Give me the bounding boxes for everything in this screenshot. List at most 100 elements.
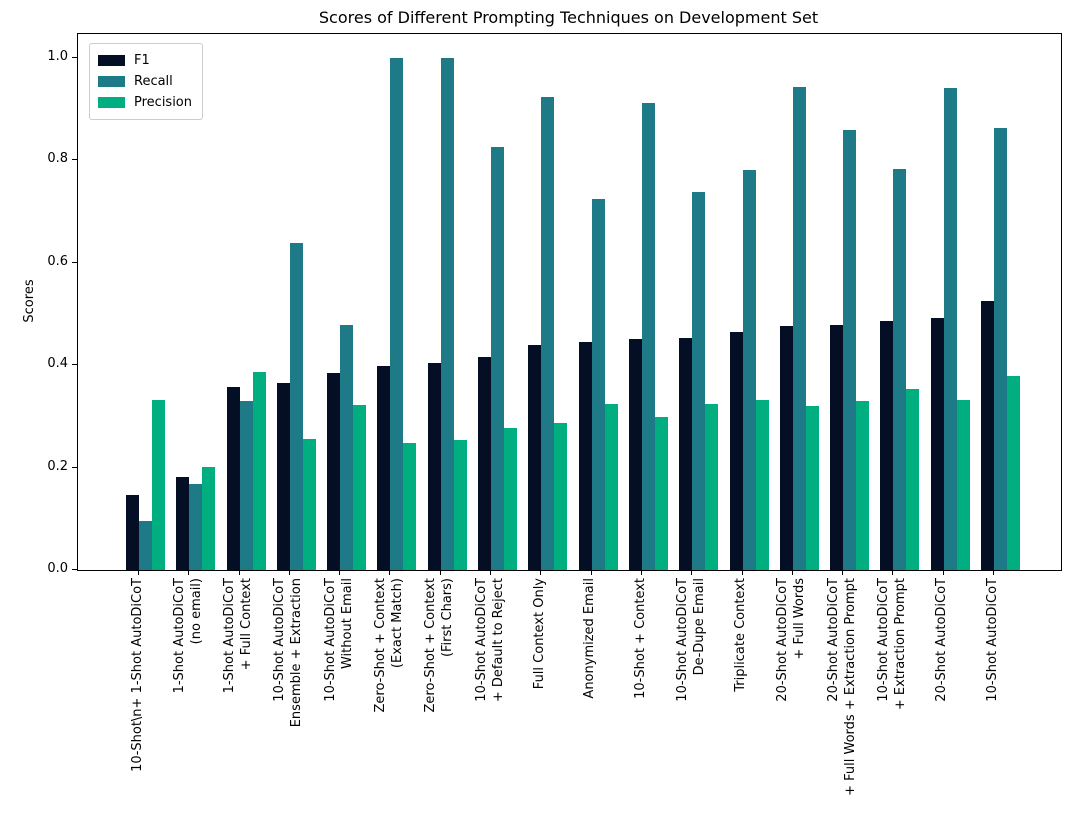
bar-precision bbox=[805, 406, 819, 570]
bar-f1 bbox=[779, 325, 793, 570]
y-tick-label: 0.0 bbox=[47, 561, 68, 576]
bar-recall bbox=[792, 87, 806, 570]
y-tick-label: 0.8 bbox=[47, 151, 68, 167]
bar-precision bbox=[202, 466, 216, 570]
x-tick-label: 10-Shot + Context bbox=[632, 578, 648, 699]
bar-precision bbox=[1006, 376, 1020, 570]
bar-f1 bbox=[528, 345, 542, 570]
x-tick-mark bbox=[439, 570, 441, 575]
bar-f1 bbox=[880, 321, 894, 570]
bar-f1 bbox=[126, 494, 139, 570]
bar-recall bbox=[541, 96, 555, 570]
bar-f1 bbox=[830, 325, 844, 570]
x-tick-mark bbox=[389, 570, 391, 575]
bar-f1 bbox=[327, 373, 341, 570]
bar-precision bbox=[654, 417, 668, 570]
precision-swatch-icon bbox=[98, 97, 125, 108]
bar-recall bbox=[641, 102, 655, 570]
bar-recall bbox=[843, 130, 857, 570]
y-tick-label: 0.2 bbox=[47, 458, 68, 474]
x-tick-label: 10-Shot\n+ 1-Shot AutoDiCoT bbox=[129, 578, 145, 772]
bar-recall bbox=[742, 169, 756, 570]
x-tick-mark bbox=[540, 570, 542, 575]
x-tick-mark bbox=[188, 570, 190, 575]
bar-f1 bbox=[478, 357, 492, 570]
x-tick-mark bbox=[741, 570, 743, 575]
bar-precision bbox=[252, 372, 266, 570]
x-tick-mark bbox=[892, 570, 894, 575]
x-tick-mark bbox=[691, 570, 693, 575]
legend-item-precision: Precision bbox=[98, 92, 192, 113]
bar-f1 bbox=[276, 383, 290, 570]
plot-area: F1 Recall Precision bbox=[77, 33, 1062, 571]
legend-label-recall: Recall bbox=[134, 73, 173, 89]
bar-recall bbox=[491, 146, 505, 570]
bar-recall bbox=[692, 191, 706, 570]
x-tick-label: Full Context Only bbox=[532, 578, 548, 690]
bar-precision bbox=[755, 399, 769, 570]
x-tick-label: Triplicate Context bbox=[733, 578, 749, 692]
x-tick-label: 1-Shot AutoDiCoT + Full Context bbox=[222, 578, 254, 694]
x-tick-label: 10-Shot AutoDiCoT De-Dupe Email bbox=[674, 578, 707, 702]
bar-precision bbox=[302, 439, 316, 570]
bar-recall bbox=[139, 521, 152, 570]
bar-f1 bbox=[226, 387, 240, 570]
x-tick-mark bbox=[339, 570, 341, 575]
f1-swatch-icon bbox=[98, 55, 125, 66]
x-tick-mark bbox=[942, 570, 944, 575]
legend-item-f1: F1 bbox=[98, 50, 192, 71]
bar-precision bbox=[504, 427, 518, 570]
bar-recall bbox=[993, 127, 1007, 570]
x-tick-label: 10-Shot AutoDiCoT Without Email bbox=[322, 578, 355, 702]
y-tick-mark bbox=[72, 569, 77, 570]
bar-f1 bbox=[980, 301, 994, 570]
bar-precision bbox=[856, 400, 870, 570]
bar-precision bbox=[152, 400, 165, 570]
legend-label-precision: Precision bbox=[134, 94, 193, 110]
x-tick-label: 1-Shot AutoDiCoT (no email) bbox=[171, 578, 204, 694]
bar-f1 bbox=[377, 366, 391, 570]
y-tick-mark bbox=[72, 57, 77, 58]
x-tick-mark bbox=[288, 570, 290, 575]
bar-recall bbox=[239, 400, 253, 570]
x-tick-label: 20-Shot AutoDiCoT bbox=[934, 578, 950, 702]
legend: F1 Recall Precision bbox=[89, 43, 204, 120]
x-tick-label: Zero-Shot + Context (Exact Match) bbox=[372, 578, 405, 713]
x-tick-label: 20-Shot AutoDiCoT + Full Words bbox=[775, 578, 807, 702]
y-tick-mark bbox=[72, 364, 77, 366]
bar-f1 bbox=[729, 331, 743, 570]
legend-item-recall: Recall bbox=[98, 71, 192, 92]
x-tick-mark bbox=[842, 570, 844, 575]
bar-recall bbox=[591, 199, 605, 570]
bar-precision bbox=[604, 404, 618, 570]
x-tick-mark bbox=[640, 570, 642, 575]
bar-precision bbox=[453, 440, 467, 570]
x-tick-label: Zero-Shot + Context (First Chars) bbox=[423, 578, 455, 713]
bar-recall bbox=[440, 58, 454, 570]
bar-recall bbox=[340, 325, 354, 570]
bar-recall bbox=[893, 168, 907, 570]
x-tick-mark bbox=[992, 570, 994, 575]
y-tick-label: 0.6 bbox=[47, 253, 68, 269]
bar-precision bbox=[554, 422, 568, 570]
x-tick-mark bbox=[590, 570, 592, 575]
y-tick-mark bbox=[72, 159, 77, 161]
bar-f1 bbox=[679, 338, 693, 570]
y-tick-label: 0.4 bbox=[47, 356, 68, 372]
bar-f1 bbox=[578, 341, 592, 570]
x-tick-mark bbox=[138, 570, 139, 575]
x-tick-label: Anonymized Email bbox=[582, 578, 598, 699]
bar-f1 bbox=[176, 477, 190, 570]
bar-precision bbox=[956, 399, 970, 570]
bar-precision bbox=[353, 405, 367, 570]
x-tick-label: 10-Shot AutoDiCoT bbox=[984, 578, 1000, 702]
recall-swatch-icon bbox=[98, 76, 125, 87]
x-tick-mark bbox=[238, 570, 240, 575]
x-tick-label: 10-Shot AutoDiCoT Ensemble + Extraction bbox=[272, 578, 304, 728]
bar-recall bbox=[943, 88, 957, 570]
bar-recall bbox=[390, 58, 404, 570]
y-tick-mark bbox=[72, 261, 77, 263]
x-tick-mark bbox=[490, 570, 492, 575]
bar-recall bbox=[289, 242, 303, 570]
